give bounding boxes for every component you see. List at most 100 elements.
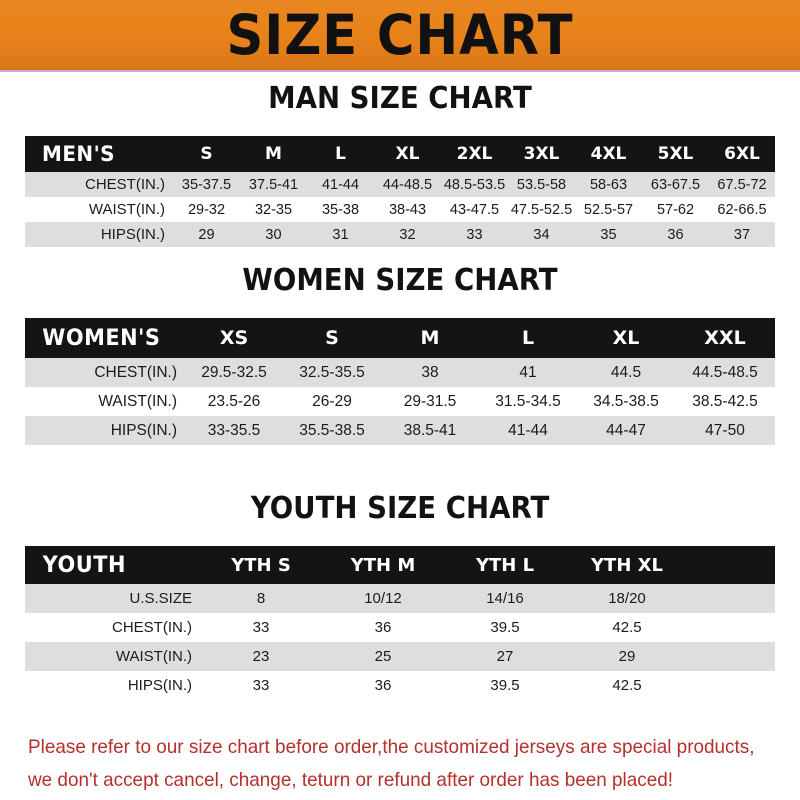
- youth-cell-1-3: 42.5: [566, 613, 688, 642]
- women-cell-2-1: 35.5-38.5: [283, 416, 381, 445]
- youth-cell-1-1: 36: [322, 613, 444, 642]
- men-corner-label: MEN'S: [42, 142, 116, 166]
- disclaimer-line-1: Please refer to our size chart before or…: [28, 736, 755, 758]
- men-cell-1-6: 52.5-57: [575, 197, 642, 222]
- youth-cell-3-0: 33: [200, 671, 322, 700]
- men-cell-0-2: 41-44: [307, 172, 374, 197]
- women-col-3: L: [521, 327, 535, 349]
- women-size-table: WOMEN'S XS S M L XL XXL CHEST(IN.) 29.5-…: [25, 318, 775, 445]
- section-title-women: WOMEN SIZE CHART: [242, 263, 558, 298]
- youth-cell-3-3: 42.5: [566, 671, 688, 700]
- men-cell-2-5: 34: [508, 222, 575, 247]
- men-row-label-0: CHEST(IN.): [25, 172, 173, 197]
- men-col-5: 3XL: [523, 144, 560, 164]
- women-cell-0-1: 32.5-35.5: [283, 358, 381, 387]
- youth-row-label-0: U.S.SIZE: [25, 584, 200, 613]
- men-col-2: L: [335, 144, 346, 164]
- men-cell-1-4: 43-47.5: [441, 197, 508, 222]
- youth-cell-0-2: 14/16: [444, 584, 566, 613]
- men-cell-2-6: 35: [575, 222, 642, 247]
- women-cell-2-2: 38.5-41: [381, 416, 479, 445]
- men-row-label-1: WAIST(IN.): [25, 197, 173, 222]
- men-cell-1-3: 38-43: [374, 197, 441, 222]
- women-col-1: S: [325, 327, 339, 349]
- youth-cell-2-0: 23: [200, 642, 322, 671]
- men-cell-2-2: 31: [307, 222, 374, 247]
- disclaimer-note: Please refer to our size chart before or…: [28, 731, 757, 797]
- table-row: WAIST(IN.) 23.5-26 26-29 29-31.5 31.5-34…: [25, 387, 775, 416]
- men-header-row: MEN'S S M L XL 2XL 3XL 4XL 5XL 6XL: [25, 136, 775, 172]
- men-cell-0-0: 35-37.5: [173, 172, 240, 197]
- women-cell-1-5: 38.5-42.5: [675, 387, 775, 416]
- women-cell-1-4: 34.5-38.5: [577, 387, 675, 416]
- men-cell-2-3: 32: [374, 222, 441, 247]
- banner: SIZE CHART: [0, 0, 800, 72]
- men-cell-2-8: 37: [709, 222, 775, 247]
- men-cell-0-8: 67.5-72: [709, 172, 775, 197]
- youth-cell-1-spacer: [688, 613, 775, 642]
- men-cell-1-5: 47.5-52.5: [508, 197, 575, 222]
- women-row-label-2: HIPS(IN.): [25, 416, 185, 445]
- women-cell-1-1: 26-29: [283, 387, 381, 416]
- table-row: HIPS(IN.) 33 36 39.5 42.5: [25, 671, 775, 700]
- youth-header-row: YOUTH YTH S YTH M YTH L YTH XL: [25, 546, 775, 584]
- men-cell-1-2: 35-38: [307, 197, 374, 222]
- table-row: CHEST(IN.) 35-37.5 37.5-41 41-44 44-48.5…: [25, 172, 775, 197]
- women-cell-2-0: 33-35.5: [185, 416, 283, 445]
- table-row: WAIST(IN.) 23 25 27 29: [25, 642, 775, 671]
- men-cell-2-4: 33: [441, 222, 508, 247]
- youth-col-1: YTH M: [350, 554, 416, 576]
- table-row: CHEST(IN.) 29.5-32.5 32.5-35.5 38 41 44.…: [25, 358, 775, 387]
- women-cell-1-0: 23.5-26: [185, 387, 283, 416]
- youth-cell-2-1: 25: [322, 642, 444, 671]
- youth-cell-1-0: 33: [200, 613, 322, 642]
- table-row: U.S.SIZE 8 10/12 14/16 18/20: [25, 584, 775, 613]
- men-col-4: 2XL: [456, 144, 493, 164]
- women-cell-0-2: 38: [381, 358, 479, 387]
- women-cell-0-3: 41: [479, 358, 577, 387]
- women-corner-label: WOMEN'S: [42, 325, 161, 351]
- women-col-0: XS: [219, 327, 249, 349]
- youth-corner-label: YOUTH: [42, 552, 126, 578]
- table-row: HIPS(IN.) 33-35.5 35.5-38.5 38.5-41 41-4…: [25, 416, 775, 445]
- men-table: MEN'S S M L XL 2XL 3XL 4XL 5XL 6XL CHEST…: [25, 136, 775, 247]
- youth-col-2: YTH L: [475, 554, 535, 576]
- women-row-label-1: WAIST(IN.): [25, 387, 185, 416]
- youth-col-0: YTH S: [231, 554, 291, 576]
- men-cell-1-0: 29-32: [173, 197, 240, 222]
- youth-cell-2-spacer: [688, 642, 775, 671]
- women-cell-0-4: 44.5: [577, 358, 675, 387]
- men-cell-0-3: 44-48.5: [374, 172, 441, 197]
- men-col-1: M: [265, 144, 282, 164]
- women-col-5: XXL: [704, 327, 746, 349]
- women-cell-2-3: 41-44: [479, 416, 577, 445]
- men-col-3: XL: [395, 144, 420, 164]
- women-table: WOMEN'S XS S M L XL XXL CHEST(IN.) 29.5-…: [25, 318, 775, 445]
- men-col-7: 5XL: [657, 144, 694, 164]
- youth-cell-1-2: 39.5: [444, 613, 566, 642]
- men-col-6: 4XL: [590, 144, 627, 164]
- women-cell-0-5: 44.5-48.5: [675, 358, 775, 387]
- men-cell-0-1: 37.5-41: [240, 172, 307, 197]
- men-cell-1-1: 32-35: [240, 197, 307, 222]
- table-row: WAIST(IN.) 29-32 32-35 35-38 38-43 43-47…: [25, 197, 775, 222]
- section-title-men: MAN SIZE CHART: [268, 81, 532, 116]
- men-row-label-2: HIPS(IN.): [25, 222, 173, 247]
- youth-row-label-2: WAIST(IN.): [25, 642, 200, 671]
- table-row: CHEST(IN.) 33 36 39.5 42.5: [25, 613, 775, 642]
- men-size-table: MEN'S S M L XL 2XL 3XL 4XL 5XL 6XL CHEST…: [25, 136, 775, 247]
- men-cell-0-4: 48.5-53.5: [441, 172, 508, 197]
- table-row: HIPS(IN.) 29 30 31 32 33 34 35 36 37: [25, 222, 775, 247]
- youth-cell-0-1: 10/12: [322, 584, 444, 613]
- youth-col-3: YTH XL: [591, 554, 663, 576]
- youth-cell-0-0: 8: [200, 584, 322, 613]
- youth-cell-3-1: 36: [322, 671, 444, 700]
- youth-row-label-1: CHEST(IN.): [25, 613, 200, 642]
- youth-cell-2-2: 27: [444, 642, 566, 671]
- men-col-0: S: [200, 144, 213, 164]
- youth-size-table: YOUTH YTH S YTH M YTH L YTH XL U.S.SIZE …: [25, 546, 775, 700]
- women-cell-1-2: 29-31.5: [381, 387, 479, 416]
- men-cell-1-8: 62-66.5: [709, 197, 775, 222]
- men-cell-1-7: 57-62: [642, 197, 709, 222]
